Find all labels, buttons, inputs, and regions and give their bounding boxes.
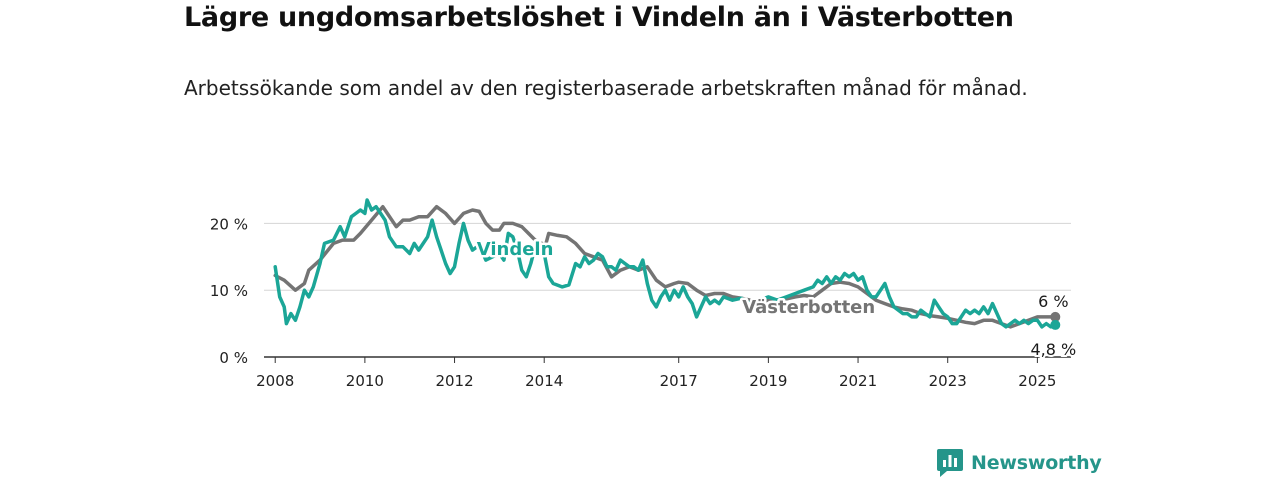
y-tick-label: 20 % — [210, 215, 248, 233]
y-tick-label: 10 % — [210, 282, 248, 300]
x-tick-label: 2010 — [346, 372, 384, 390]
newsworthy-brand[interactable]: Newsworthy — [937, 449, 1102, 477]
chart-subtitle: Arbetssökande som andel av den registerb… — [184, 76, 1028, 100]
y-axis-ticks: 0 % 10 % 20 % — [210, 215, 248, 367]
series-end-value-label: 6 % — [1038, 292, 1068, 311]
x-tick-label: 2023 — [929, 372, 967, 390]
chart-title: Lägre ungdomsarbetslöshet i Vindeln än i… — [184, 2, 1014, 33]
x-axis-ticks: 2008 2010 2012 2014 2017 2019 2021 2023 2025 — [256, 357, 1056, 390]
x-tick-label: 2025 — [1018, 372, 1056, 390]
x-tick-label: 2017 — [660, 372, 698, 390]
series-labels: Vindeln Västerbotten 6 % 4,8 % — [474, 236, 1078, 361]
newsworthy-logo-icon — [937, 449, 963, 477]
series-end-value-label: 4,8 % — [1030, 340, 1076, 359]
brand-name: Newsworthy — [971, 452, 1102, 474]
series-lines — [273, 198, 1061, 330]
series-end-marker — [1050, 311, 1061, 322]
y-tick-label: 0 % — [219, 349, 248, 367]
x-tick-label: 2014 — [525, 372, 563, 390]
x-tick-label: 2019 — [749, 372, 787, 390]
x-tick-label: 2021 — [839, 372, 877, 390]
series-name-label: Västerbotten — [742, 297, 875, 318]
x-tick-label: 2012 — [435, 372, 473, 390]
x-tick-label: 2008 — [256, 372, 294, 390]
gridlines — [264, 222, 1071, 358]
series-name-label: Vindeln — [477, 239, 554, 260]
series-line-vindeln — [273, 198, 1058, 329]
series-end-marker — [1050, 319, 1061, 330]
